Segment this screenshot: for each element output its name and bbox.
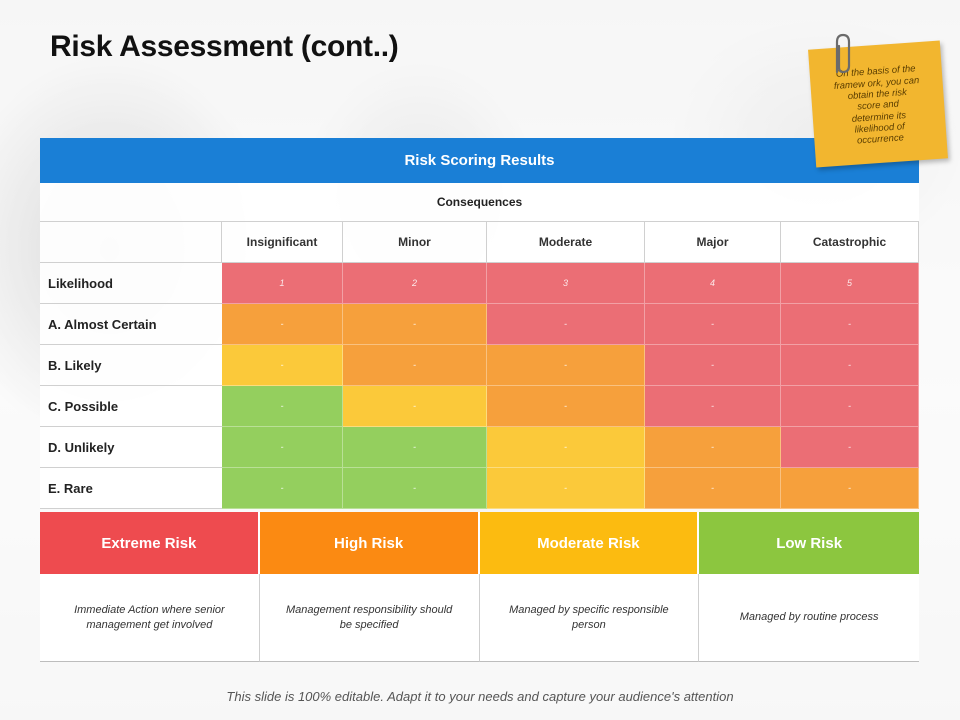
score-cell: - — [645, 386, 781, 427]
score-cell: - — [222, 304, 343, 345]
legend-moderate-risk: Moderate Risk — [479, 512, 700, 574]
score-cell: - — [487, 304, 645, 345]
score-cell: - — [343, 427, 487, 468]
column-header-insignificant: Insignificant — [222, 222, 343, 263]
score-cell: 1 — [222, 263, 343, 304]
column-header-major: Major — [645, 222, 781, 263]
score-cell: - — [487, 427, 645, 468]
score-cell: - — [781, 427, 919, 468]
score-cell: - — [781, 386, 919, 427]
score-cell: - — [645, 345, 781, 386]
legend-moderate-desc: Managed by specific responsible person — [479, 574, 700, 662]
legend-high-desc: Management responsibility should be spec… — [259, 574, 480, 662]
score-cell: - — [781, 468, 919, 509]
score-cell: - — [645, 427, 781, 468]
paperclip-icon — [835, 33, 851, 74]
row-label-rare: E. Rare — [40, 468, 222, 509]
score-cell: - — [487, 345, 645, 386]
score-cell: - — [343, 345, 487, 386]
score-cell: - — [222, 468, 343, 509]
score-cell: - — [645, 304, 781, 345]
row-label-likelihood: Likelihood — [40, 263, 222, 304]
score-cell: - — [487, 468, 645, 509]
legend-extreme-risk: Extreme Risk — [40, 512, 260, 574]
score-cell: - — [343, 386, 487, 427]
score-cell: - — [222, 345, 343, 386]
score-cell: - — [781, 345, 919, 386]
risk-legend: Extreme Risk High Risk Moderate Risk Low… — [40, 512, 919, 662]
table-header: Risk Scoring Results — [40, 138, 919, 183]
row-label-possible: C. Possible — [40, 386, 222, 427]
score-cell: - — [222, 427, 343, 468]
legend-low-risk: Low Risk — [699, 512, 919, 574]
corner-cell — [40, 222, 222, 263]
footer-text: This slide is 100% editable. Adapt it to… — [226, 689, 734, 704]
score-cell: 4 — [645, 263, 781, 304]
column-header-moderate: Moderate — [487, 222, 645, 263]
column-header-catastrophic: Catastrophic — [781, 222, 919, 263]
score-cell: 2 — [343, 263, 487, 304]
score-cell: - — [487, 386, 645, 427]
row-label-likely: B. Likely — [40, 345, 222, 386]
legend-low-desc: Managed by routine process — [699, 574, 919, 662]
risk-scoring-table: Risk Scoring Results Consequences Insign… — [40, 138, 919, 509]
score-cell: - — [343, 468, 487, 509]
score-cell: 3 — [487, 263, 645, 304]
legend-extreme-desc: Immediate Action where senior management… — [40, 574, 260, 662]
slide-title: Risk Assessment (cont..) — [50, 30, 399, 63]
column-header-minor: Minor — [343, 222, 487, 263]
score-cell: - — [222, 386, 343, 427]
score-cell: - — [781, 304, 919, 345]
legend-high-risk: High Risk — [259, 512, 480, 574]
row-label-unlikely: D. Unlikely — [40, 427, 222, 468]
consequences-header: Consequences — [40, 183, 919, 222]
score-cell: 5 — [781, 263, 919, 304]
row-label-almost-certain: A. Almost Certain — [40, 304, 222, 345]
score-cell: - — [645, 468, 781, 509]
score-cell: - — [343, 304, 487, 345]
